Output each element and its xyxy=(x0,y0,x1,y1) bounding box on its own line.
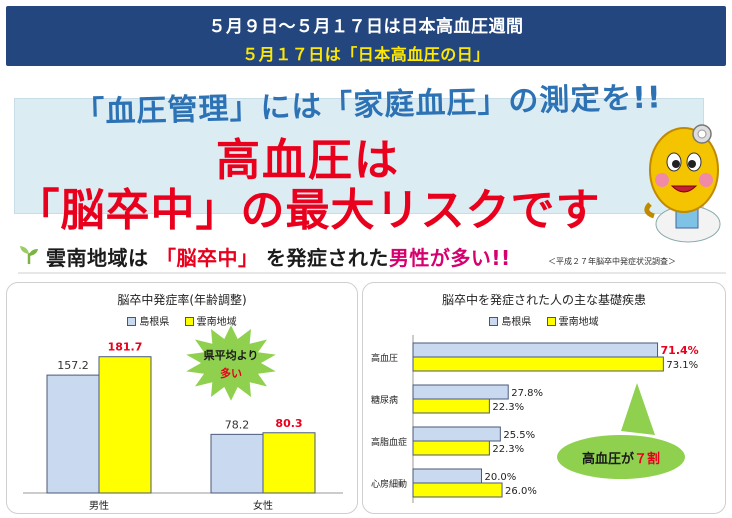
stroke-incidence-panel: 脳卒中発症率(年齢調整) 島根県 雲南地域 157.2 181.7 男性 78.2 80… xyxy=(6,282,358,514)
chart2-callout-text1: 高血圧が xyxy=(582,451,634,467)
chart2-value-label: 22.3% xyxy=(492,402,524,413)
doctor-mascot-icon xyxy=(644,124,721,243)
chart2-legend: 島根県 雲南地域 xyxy=(363,313,725,328)
survey-source: ＜平成２７年脳卒中発症状況調査＞ xyxy=(548,257,676,266)
chart2-title: 脳卒中を発症された人の主な基礎疾患 xyxy=(441,293,646,307)
chart2-value-label: 71.4% xyxy=(661,344,699,357)
section-title-part3: を発症された xyxy=(265,246,389,270)
chart1-callout-line2: 多い xyxy=(220,366,242,380)
underlying-disease-panel: 脳卒中を発症された人の主な基礎疾患 島根県 雲南地域 高血圧 71.4% 73.1%… xyxy=(362,282,726,514)
legend2-label-shimane: 島根県 xyxy=(501,317,532,328)
section-heading: 雲南地域は 「脳卒中」 を発症された男性が多い!! ＜平成２７年脳卒中発症状況調… xyxy=(18,240,726,274)
chart2-callout-text2: ７割 xyxy=(634,451,660,467)
legend-swatch-yellow xyxy=(184,317,194,326)
main-headline-line2: 「脳卒中」の最大リスクです xyxy=(15,185,601,236)
legend-item-unnan: 雲南地域 xyxy=(184,317,237,328)
chart1-legend: 島根県 雲南地域 xyxy=(7,313,357,328)
sprout-icon xyxy=(20,246,38,264)
chart2-value-label: 25.5% xyxy=(503,430,535,441)
chart2-bar-3-1 xyxy=(412,482,503,498)
chart1-value-label: 181.7 xyxy=(108,341,143,354)
legend2-item-unnan: 雲南地域 xyxy=(546,317,599,328)
top-banner: ５月９日〜５月１７日は日本高血圧週間 ５月１７日は「日本高血圧の日」 xyxy=(6,6,726,66)
chart2-value-label: 20.0% xyxy=(485,472,517,483)
legend2-swatch-blue xyxy=(489,317,499,326)
chart2-value-label: 26.0% xyxy=(505,486,537,497)
chart2-bar-1-1 xyxy=(412,398,490,414)
chart1-category-label: 女性 xyxy=(253,499,273,512)
chart1-title: 脳卒中発症率(年齢調整) xyxy=(117,293,247,307)
chart2-bar-1-0 xyxy=(412,384,509,400)
section-title-part4: 男性が多い!! xyxy=(388,246,511,270)
chart1-bar-0-0 xyxy=(46,374,100,494)
chart2-callout-bubble xyxy=(557,435,685,479)
chart1-value-label: 80.3 xyxy=(275,417,302,430)
chart2-bar-2-1 xyxy=(412,440,490,456)
headline-band xyxy=(14,98,704,214)
chart2-callout-text: 高血圧が７割 xyxy=(582,451,660,467)
chart1-callout-burst xyxy=(186,325,276,401)
chart2-bar-2-0 xyxy=(412,426,501,442)
banner-week-text: ５月９日〜５月１７日は日本高血圧週間 xyxy=(208,17,524,37)
chart1-value-label: 157.2 xyxy=(57,359,89,372)
chart2-category-label: 糖尿病 xyxy=(371,394,398,406)
chart2-bar-0-0 xyxy=(412,342,659,358)
section-underline xyxy=(18,272,726,274)
chart2-bar-0-1 xyxy=(412,356,664,372)
legend-label-shimane: 島根県 xyxy=(139,317,170,328)
headline-block: 「血圧管理」には「家庭血圧」の測定を!! 高血圧は 「脳卒中」の最大リスクです xyxy=(14,80,722,236)
chart2-bar-3-0 xyxy=(412,468,482,484)
main-headline-line1: 高血圧は xyxy=(216,135,400,186)
chart2-category-label: 高血圧 xyxy=(371,352,398,364)
legend-item-shimane: 島根県 xyxy=(127,317,169,328)
chart1-bar-1-1 xyxy=(262,432,316,494)
chart2-category-label: 心房細動 xyxy=(371,478,407,490)
chart1-callout-line1: 県平均より xyxy=(204,348,259,362)
chart2-value-label: 22.3% xyxy=(492,444,524,455)
chart1-category-label: 男性 xyxy=(89,499,109,512)
legend2-swatch-yellow xyxy=(546,317,556,326)
banner-day-text: ５月１７日は「日本高血圧の日」 xyxy=(242,45,490,64)
legend-swatch-blue xyxy=(127,317,137,326)
chart2-category-label: 高脂血症 xyxy=(371,436,407,448)
section-title-part1: 雲南地域は xyxy=(46,246,149,270)
legend2-item-shimane: 島根県 xyxy=(489,317,531,328)
chart1-bar-0-1 xyxy=(98,356,152,494)
chart2-svg: 高血圧 71.4% 73.1% 糖尿病 27.8% 22.3% 高脂血症 25.5% 22.3%… xyxy=(371,335,699,503)
legend2-label-unnan: 雲南地域 xyxy=(558,317,599,328)
chart2-value-label: 73.1% xyxy=(666,360,698,371)
chart2-callout-tail xyxy=(621,383,655,435)
chart1-value-label: 78.2 xyxy=(225,418,250,431)
legend-label-unnan: 雲南地域 xyxy=(196,317,237,328)
chart1-bar-1-0 xyxy=(210,433,264,494)
section-title: 雲南地域は 「脳卒中」 を発症された男性が多い!! xyxy=(46,242,511,271)
chart2-value-label: 27.8% xyxy=(511,388,543,399)
section-title-part2: 「脳卒中」 xyxy=(155,246,259,270)
